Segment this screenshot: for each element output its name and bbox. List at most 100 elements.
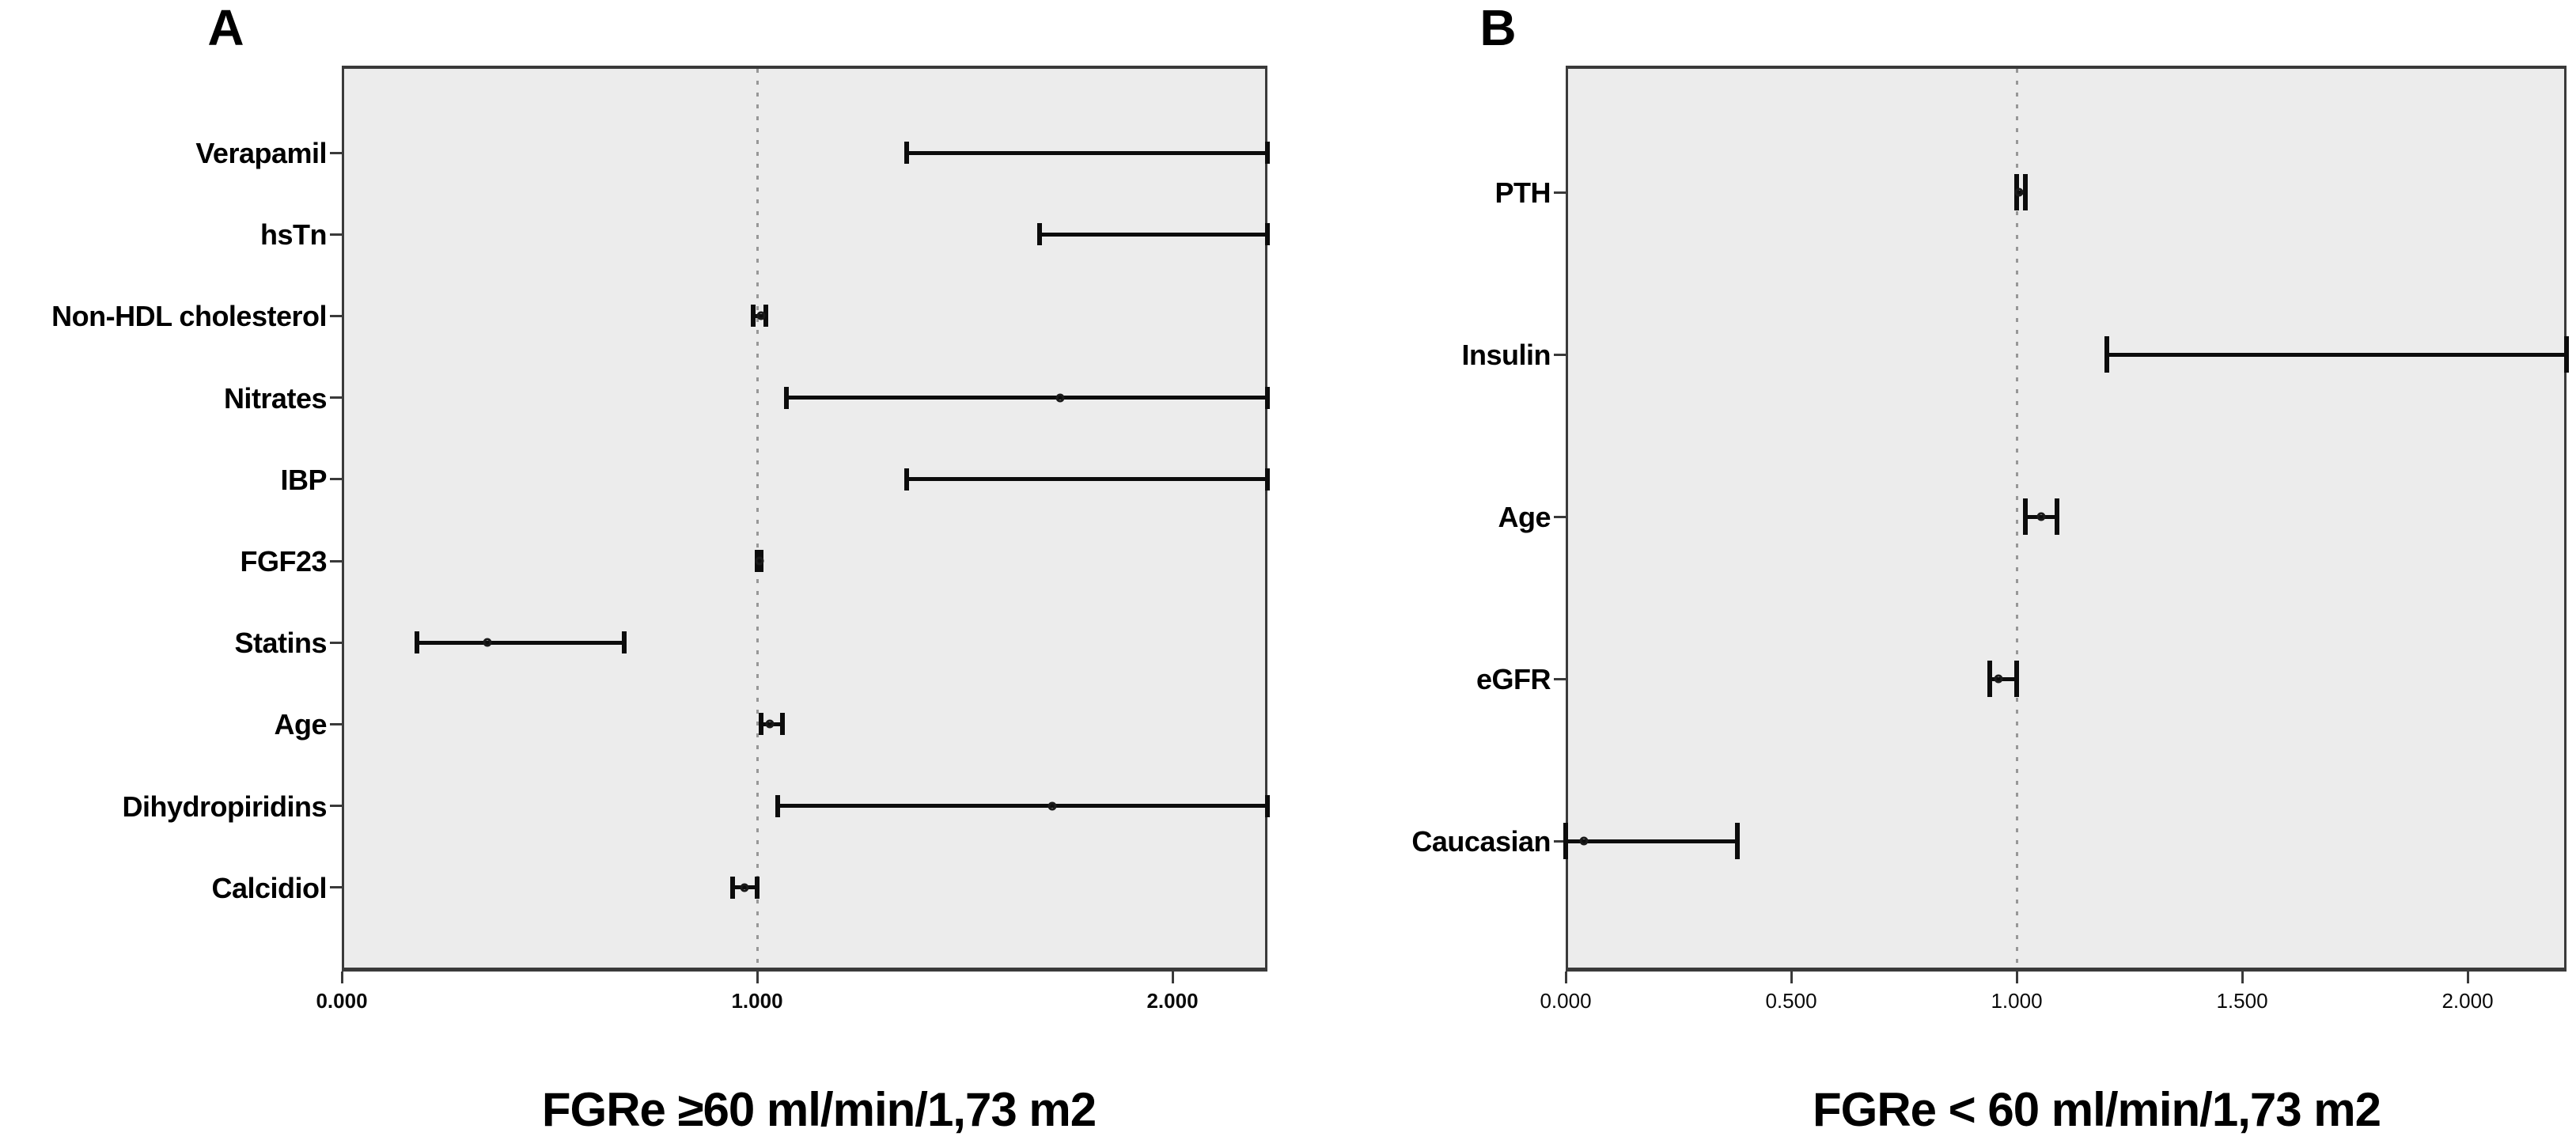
panel-b-plot-area xyxy=(1566,66,2567,972)
point-marker xyxy=(1579,836,1589,846)
x-axis-tick-label: 0.000 xyxy=(316,989,368,1013)
ci-line xyxy=(778,804,1267,809)
ci-cap-low xyxy=(775,794,781,817)
point-marker xyxy=(483,638,492,647)
x-axis-tick xyxy=(756,972,759,983)
point-marker xyxy=(756,311,766,320)
panel-a-label: A xyxy=(207,0,245,56)
ci-cap-low xyxy=(2104,336,2109,373)
ci-cap-low xyxy=(1987,661,1992,697)
category-label: FGF23 xyxy=(240,545,327,578)
category-tick xyxy=(330,722,342,725)
ci-cap-low xyxy=(904,142,909,164)
category-tick xyxy=(1554,677,1566,680)
category-tick xyxy=(330,805,342,808)
ci-cap-high xyxy=(1265,223,1270,246)
ci-cap-low xyxy=(729,876,735,899)
category-tick xyxy=(330,641,342,644)
ci-line xyxy=(416,640,624,645)
ci-line xyxy=(1566,839,1737,843)
x-axis-tick-label: 0.500 xyxy=(1765,989,1817,1013)
ci-cap-high xyxy=(1734,823,1740,859)
category-tick xyxy=(1554,839,1566,843)
x-axis-tick-label: 1.500 xyxy=(2216,989,2268,1013)
point-marker xyxy=(1055,393,1065,403)
ci-cap-high xyxy=(2023,174,2029,210)
ci-cap-high xyxy=(2564,336,2569,373)
ci-cap-low xyxy=(2023,498,2029,535)
point-marker xyxy=(2036,512,2046,521)
ci-cap-low xyxy=(750,305,756,328)
x-axis-tick xyxy=(1564,972,1567,983)
x-axis-tick-label: 2.000 xyxy=(1146,989,1199,1013)
ci-cap-high xyxy=(755,876,760,899)
category-label: Age xyxy=(1498,501,1551,533)
point-marker xyxy=(740,883,749,892)
point-marker xyxy=(1047,801,1057,811)
category-label: Age xyxy=(274,708,327,741)
category-label: Verapamil xyxy=(195,137,327,169)
category-label: IBP xyxy=(280,463,327,496)
ci-cap-low xyxy=(783,386,789,409)
point-marker xyxy=(755,556,764,566)
ci-cap-low xyxy=(414,631,419,654)
ci-cap-high xyxy=(2055,498,2060,535)
category-label: Nitrates xyxy=(223,381,328,415)
panel-a-title: FGRe ≥60 ml/min/1,73 m2 xyxy=(541,1083,1097,1136)
category-label: hsTn xyxy=(260,218,328,252)
ci-line xyxy=(2107,352,2567,357)
ci-cap-high xyxy=(2014,661,2019,697)
reference-line xyxy=(2016,69,2018,968)
x-axis-tick xyxy=(2015,972,2018,983)
category-tick xyxy=(1554,191,1566,194)
category-tick xyxy=(330,886,342,889)
ci-cap-high xyxy=(622,631,627,654)
ci-cap-low xyxy=(904,468,909,491)
ci-cap-high xyxy=(1265,386,1270,409)
ci-cap-low xyxy=(759,713,764,736)
ci-cap-high xyxy=(1265,794,1270,817)
ci-line xyxy=(907,150,1267,155)
category-label: Calcidiol xyxy=(211,871,327,904)
x-axis-tick xyxy=(2466,972,2469,983)
x-axis-tick-label: 1.000 xyxy=(1991,989,2043,1013)
panel-b-title: FGRe < 60 ml/min/1,73 m2 xyxy=(1812,1083,2381,1136)
category-tick xyxy=(330,314,342,317)
ci-cap-high xyxy=(1265,142,1270,164)
x-axis-tick-label: 2.000 xyxy=(2442,989,2494,1013)
point-marker xyxy=(765,719,775,729)
ci-cap-high xyxy=(779,713,785,736)
category-label: Dihydropiridins xyxy=(122,790,327,823)
category-label: Caucasian xyxy=(1411,825,1551,858)
category-label: PTH xyxy=(1494,176,1551,209)
category-label: Non-HDL cholesterol xyxy=(51,300,327,333)
ci-line xyxy=(907,477,1267,482)
category-label: Insulin xyxy=(1461,339,1551,371)
ci-cap-high xyxy=(1265,468,1270,491)
category-tick xyxy=(330,396,342,400)
x-axis-tick xyxy=(1171,972,1174,983)
category-tick xyxy=(330,233,342,236)
x-axis-tick-label: 1.000 xyxy=(731,989,783,1013)
point-marker xyxy=(2014,188,2024,197)
category-tick xyxy=(1554,353,1566,356)
x-axis-tick xyxy=(340,972,343,983)
x-axis-tick xyxy=(2241,972,2244,983)
category-label: eGFR xyxy=(1476,663,1551,695)
ci-cap-low xyxy=(1037,223,1042,246)
ci-line xyxy=(786,396,1267,400)
ci-cap-low xyxy=(1563,823,1568,859)
category-tick xyxy=(330,559,342,563)
category-label: Statins xyxy=(234,627,327,660)
ci-line xyxy=(1040,232,1267,237)
point-marker xyxy=(1994,674,2003,684)
x-axis-tick xyxy=(1790,972,1793,983)
ci-line xyxy=(1989,676,2017,681)
category-tick xyxy=(1554,515,1566,518)
x-axis-tick-label: 0.000 xyxy=(1540,989,1592,1013)
panel-b-label: B xyxy=(1479,0,1517,56)
category-tick xyxy=(330,478,342,481)
category-tick xyxy=(330,151,342,154)
reference-line xyxy=(756,69,759,968)
